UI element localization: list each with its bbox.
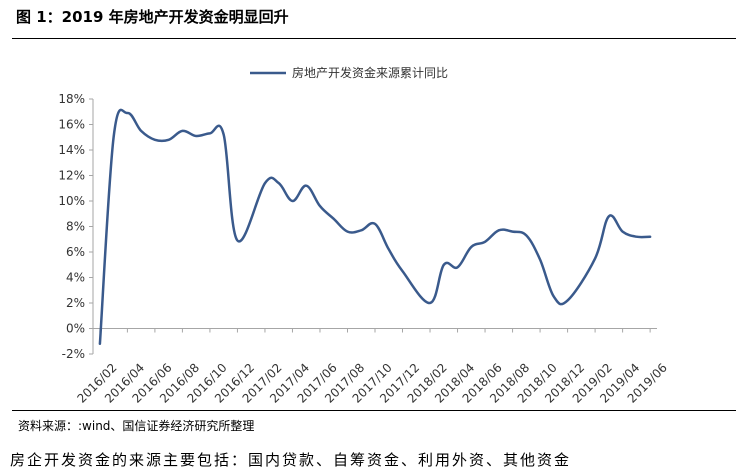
chart-axes — [92, 99, 657, 354]
figure-title: 图 1：2019 年房地产开发资金明显回升 — [16, 8, 289, 26]
y-tick-label: 2% — [66, 296, 85, 310]
y-tick-labels: -2% 0% 2% 4% 6% 8% 10% 12% 14% 16% 18% — [58, 92, 93, 361]
y-tick-label: 16% — [58, 118, 85, 132]
y-tick-label: 8% — [66, 220, 85, 234]
top-rule — [12, 38, 736, 39]
chart-legend: 房地产开发资金来源累计同比 — [250, 65, 448, 80]
y-tick-label: 10% — [58, 194, 85, 208]
y-tick-label: 6% — [66, 245, 85, 259]
y-tick-label: 0% — [66, 322, 85, 336]
x-tick-labels: 2016/022016/042016/062016/082016/102016/… — [74, 328, 670, 406]
y-tick-label: 18% — [58, 92, 85, 106]
line-chart: 房地产开发资金来源累计同比 -2% 0% 2% 4% 6% 8% 10% 12% 14% 16% 1… — [58, 65, 670, 406]
y-tick-label: 12% — [58, 169, 85, 183]
y-tick-label: -2% — [62, 347, 85, 361]
source-note: 资料来源：:wind、国信证券经济研究所整理 — [18, 419, 255, 433]
bottom-rule — [12, 410, 736, 411]
legend-label: 房地产开发资金来源累计同比 — [292, 65, 448, 80]
y-tick-label: 4% — [66, 271, 85, 285]
series-line — [98, 108, 652, 346]
y-tick-label: 14% — [58, 143, 85, 157]
